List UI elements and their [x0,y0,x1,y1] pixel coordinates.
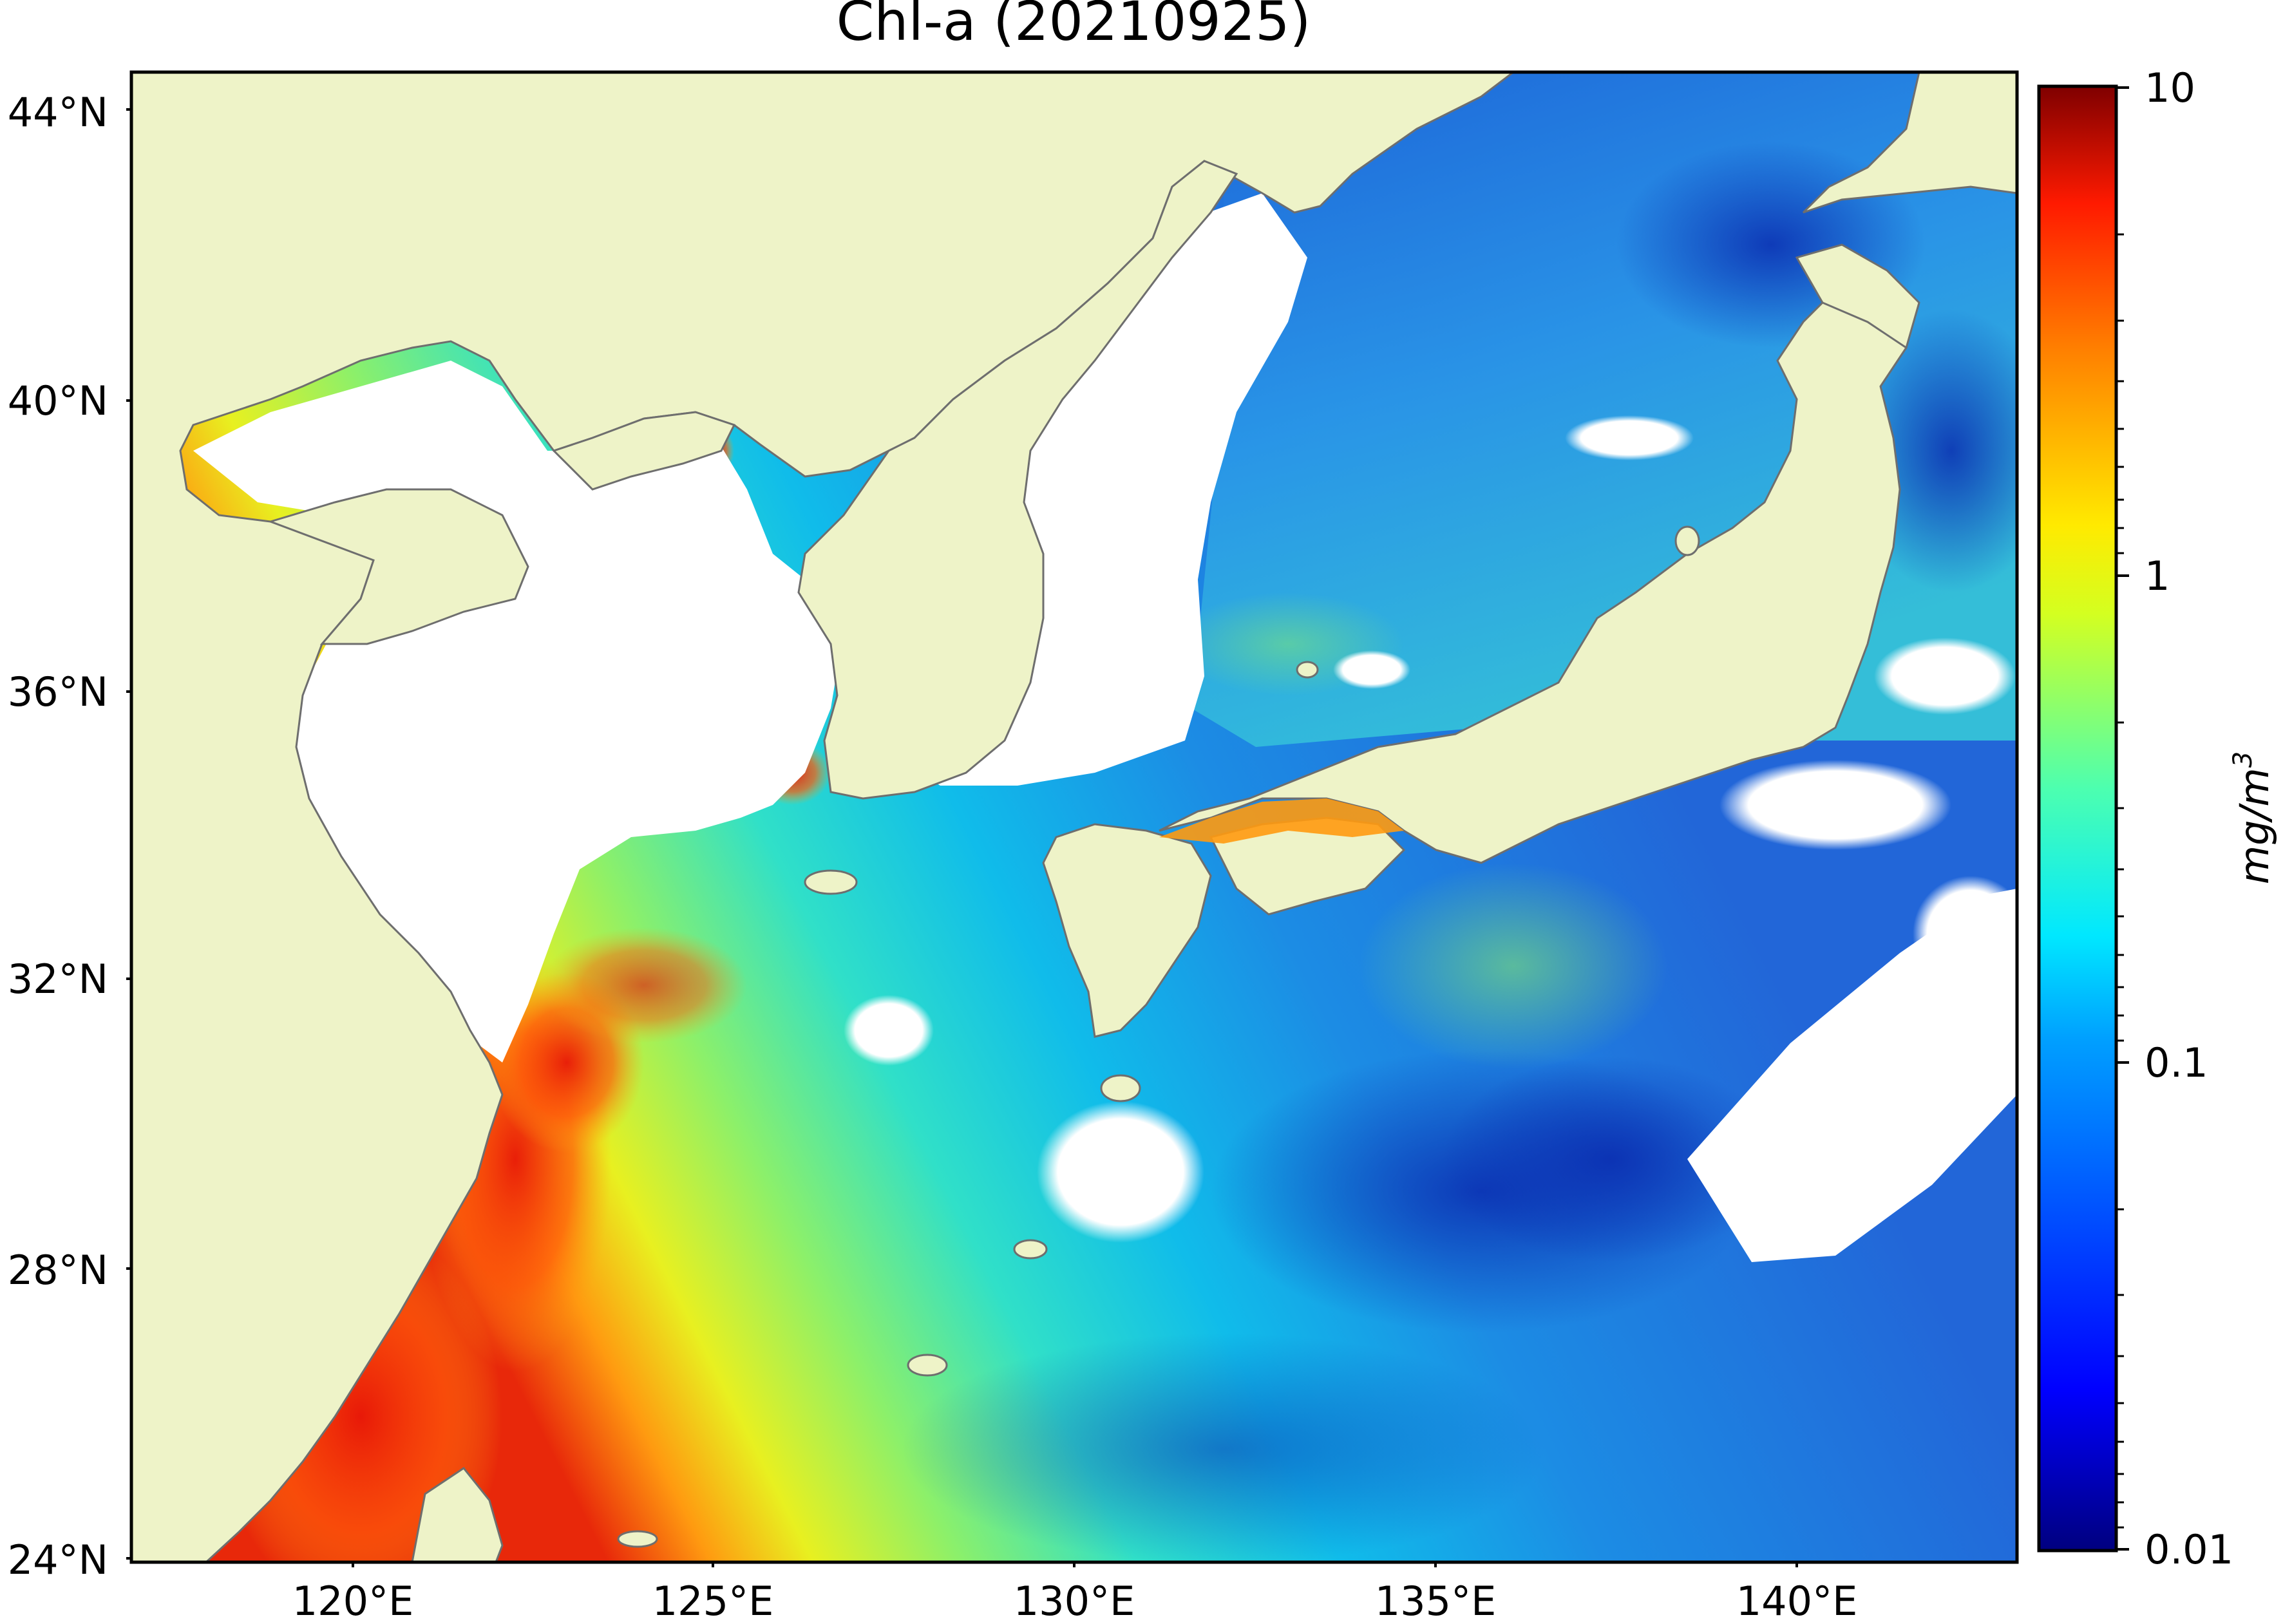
land-kyushu [1042,823,1212,1038]
lat-tick-label: 44°N [8,89,108,136]
island [804,869,858,895]
land-honshu [1159,295,1908,864]
island [907,1354,948,1377]
lat-tick-label: 32°N [8,956,108,1003]
land-liaodong [552,411,736,491]
cloud-patch [1037,1101,1204,1243]
colorbar-unit-label: mg/m3 [2228,751,2278,885]
lon-tick-label: 140°E [1736,1578,1858,1624]
colorbar: 10 1 0.1 0.01 mg/m3 [2037,64,2278,1573]
cloud-patch [1687,889,2017,1262]
lat-tick-label: 40°N [8,377,108,424]
lon-tick-label: 135°E [1375,1578,1497,1624]
colorbar-tick-label: 0.1 [2145,1039,2208,1086]
island [617,1530,658,1548]
island [1013,1239,1048,1260]
lon-tick-label: 120°E [292,1578,414,1624]
coastal-high-chl-plume [541,927,747,1043]
latitude-axis: 44°N 40°N 36°N 32°N 28°N 24°N [8,89,131,1583]
cloud-patch [1874,637,2016,715]
colorbar-unit-text: mg/m [2231,768,2278,884]
cloud-patch [844,995,934,1066]
cloud-patch [1565,415,1694,460]
colorbar-tick-label: 1 [2145,552,2170,600]
low-chl-patch [1443,1056,1777,1262]
island [1100,1074,1141,1102]
colorbar-tick-label: 10 [2145,64,2195,111]
longitude-axis: 120°E 125°E 130°E 135°E 140°E [292,1562,1858,1624]
lon-tick-label: 130°E [1014,1578,1135,1624]
coastal-high-chl-fringe [1159,798,1404,844]
island [1296,661,1319,679]
colorbar-frame [2037,84,2118,1553]
cloud-patch [1333,650,1410,689]
map-area [131,72,2017,1562]
cloud-patch [1719,760,1951,850]
high-chl-patch [1359,863,1668,1069]
lat-tick-label: 28°N [8,1247,108,1294]
chart-title: Chl-a (20210925) [837,0,1311,53]
lon-tick-label: 125°E [652,1578,774,1624]
land-taiwan [411,1466,504,1562]
land-shandong [267,488,529,645]
colorbar-gradient [2039,86,2116,1551]
lat-tick-label: 24°N [8,1536,108,1583]
cloud-patch [1913,876,2017,992]
colorbar-tick-label: 0.01 [2145,1526,2233,1573]
low-chl-patch [902,1333,1546,1562]
island [1674,525,1700,556]
land-hokkaido-north [1802,72,2017,214]
land-hokkaido [1795,243,1920,350]
lat-tick-label: 36°N [8,668,108,715]
colorbar-unit-superscript: 3 [2228,751,2258,768]
land-korea [797,160,1238,800]
